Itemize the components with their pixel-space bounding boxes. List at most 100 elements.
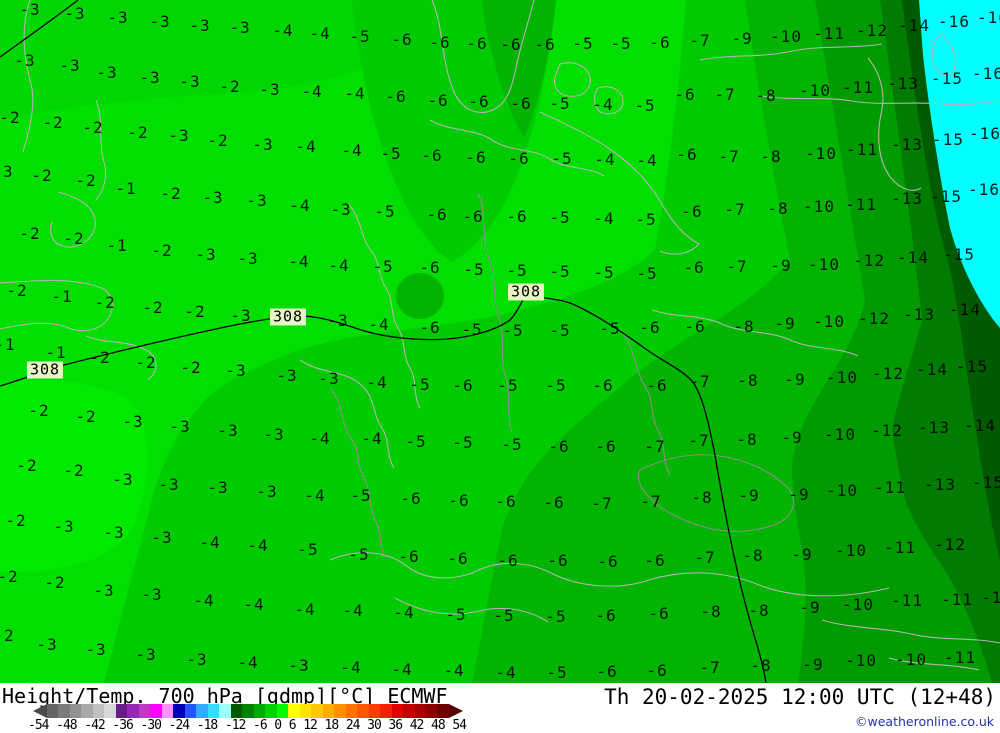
temp-label: -6 bbox=[681, 202, 703, 221]
temp-label: -5 bbox=[349, 27, 371, 46]
temp-label: -5 bbox=[501, 435, 523, 454]
legend-segment bbox=[322, 704, 335, 718]
temp-label: -3 bbox=[256, 482, 278, 501]
temp-label: -3 bbox=[195, 245, 217, 264]
legend-segment bbox=[58, 704, 70, 718]
temp-label: -9 bbox=[738, 486, 760, 505]
temp-label: -3 bbox=[168, 126, 190, 145]
temp-label: -6 bbox=[597, 552, 619, 571]
temp-label: -3 bbox=[59, 56, 81, 75]
temp-label: -9 bbox=[802, 655, 824, 674]
temp-label: -5 bbox=[409, 375, 431, 394]
temp-band-cyan bbox=[919, 0, 1000, 328]
temp-label: -2 bbox=[0, 567, 19, 586]
temp-label: -2 bbox=[42, 113, 64, 132]
scale-tick: -6 bbox=[253, 718, 268, 733]
temp-label: -3 bbox=[149, 12, 171, 31]
coastline bbox=[867, 57, 922, 191]
temp-label: -6 bbox=[595, 437, 617, 456]
coastline bbox=[49, 191, 96, 248]
temp-label: -3 bbox=[107, 8, 129, 27]
temp-label: -3 bbox=[237, 249, 259, 268]
temp-label: -3 bbox=[276, 366, 298, 385]
legend-segment bbox=[299, 704, 312, 718]
temp-label: -10 bbox=[805, 144, 837, 163]
temp-label: -14 bbox=[964, 416, 996, 435]
temp-label: -3 bbox=[0, 162, 14, 181]
temp-label: -5 bbox=[545, 607, 567, 626]
temp-label: -10 bbox=[835, 541, 867, 560]
scale-tick: 36 bbox=[388, 718, 403, 733]
temp-label: -7 bbox=[644, 437, 666, 456]
border bbox=[821, 619, 1000, 644]
temp-label: -3 bbox=[96, 63, 118, 82]
temp-label: -6 bbox=[400, 489, 422, 508]
scale-tick: 0 bbox=[274, 718, 282, 733]
temp-label: -5 bbox=[572, 34, 594, 53]
legend-segment bbox=[81, 704, 93, 718]
coastline bbox=[431, 0, 535, 113]
temp-label: -6 bbox=[592, 376, 614, 395]
temp-label: -1 bbox=[106, 236, 128, 255]
temp-label: -12 bbox=[872, 364, 904, 383]
temp-label: -7 bbox=[699, 658, 721, 677]
temp-label: -6 bbox=[497, 551, 519, 570]
coastline bbox=[0, 279, 113, 332]
temp-label: -2 bbox=[135, 353, 157, 372]
temp-label: -10 bbox=[813, 312, 845, 331]
temp-label: -6 bbox=[391, 30, 413, 49]
temp-label: -14 bbox=[949, 300, 981, 319]
temp-label: -16 bbox=[969, 124, 1000, 143]
temp-label: -3 bbox=[229, 18, 251, 37]
temp-label: -2 bbox=[31, 166, 53, 185]
temp-label: -3 bbox=[230, 306, 252, 325]
scale-tick: 12 bbox=[303, 718, 318, 733]
temp-label: -6 bbox=[448, 491, 470, 510]
temp-label: -11 bbox=[941, 590, 973, 609]
temp-label: -5 bbox=[445, 605, 467, 624]
temp-label: -6 bbox=[595, 606, 617, 625]
temp-label: -9 bbox=[781, 428, 803, 447]
temp-label: -3 bbox=[85, 640, 107, 659]
temp-label: -4 bbox=[366, 373, 388, 392]
temp-label: -3 bbox=[122, 412, 144, 431]
temp-label: -5 bbox=[497, 376, 519, 395]
temp-label: -3 bbox=[246, 191, 268, 210]
temp-label: -6 bbox=[447, 549, 469, 568]
scale-tick: 24 bbox=[345, 718, 361, 733]
temp-label: -4 bbox=[593, 209, 615, 228]
temp-label: -2 bbox=[75, 407, 97, 426]
temp-label: -4 bbox=[309, 429, 331, 448]
temp-label: -3 bbox=[112, 470, 134, 489]
legend-segment bbox=[161, 704, 174, 718]
temp-label: -2 bbox=[6, 281, 28, 300]
border bbox=[699, 43, 883, 61]
legend-segment bbox=[230, 704, 243, 718]
temp-label: -3 bbox=[327, 311, 349, 330]
temp-label: -2 bbox=[184, 302, 206, 321]
legend-segment bbox=[265, 704, 277, 718]
temp-label: -15 bbox=[930, 187, 962, 206]
temp-label: -12 bbox=[934, 535, 966, 554]
scale-tick: -54 bbox=[28, 718, 50, 733]
legend-segment bbox=[92, 704, 105, 718]
legend-segment bbox=[242, 704, 254, 718]
temp-label: -3 bbox=[263, 425, 285, 444]
footer-bar: Height/Temp. 700 hPa [gdmp][°C] ECMWF Th… bbox=[0, 683, 1000, 733]
temp-label: -16 bbox=[938, 12, 970, 31]
contour-label-308: 308 bbox=[269, 308, 307, 326]
legend-segment bbox=[196, 704, 208, 718]
temp-label: -5 bbox=[452, 433, 474, 452]
temp-label: -16 bbox=[968, 180, 1000, 199]
temp-label: -2 bbox=[16, 456, 38, 475]
credit-link[interactable]: ©weatheronline.co.uk bbox=[855, 714, 994, 729]
temp-label: -9 bbox=[770, 256, 792, 275]
temp-label: -8 bbox=[767, 199, 789, 218]
temp-label: -4 bbox=[340, 658, 362, 677]
temp-label: -4 bbox=[393, 603, 415, 622]
legend-segment bbox=[184, 704, 197, 718]
temp-label: -6 bbox=[429, 33, 451, 52]
island bbox=[594, 86, 624, 115]
temp-label: -12 bbox=[853, 251, 885, 270]
legend-segment bbox=[173, 704, 185, 718]
